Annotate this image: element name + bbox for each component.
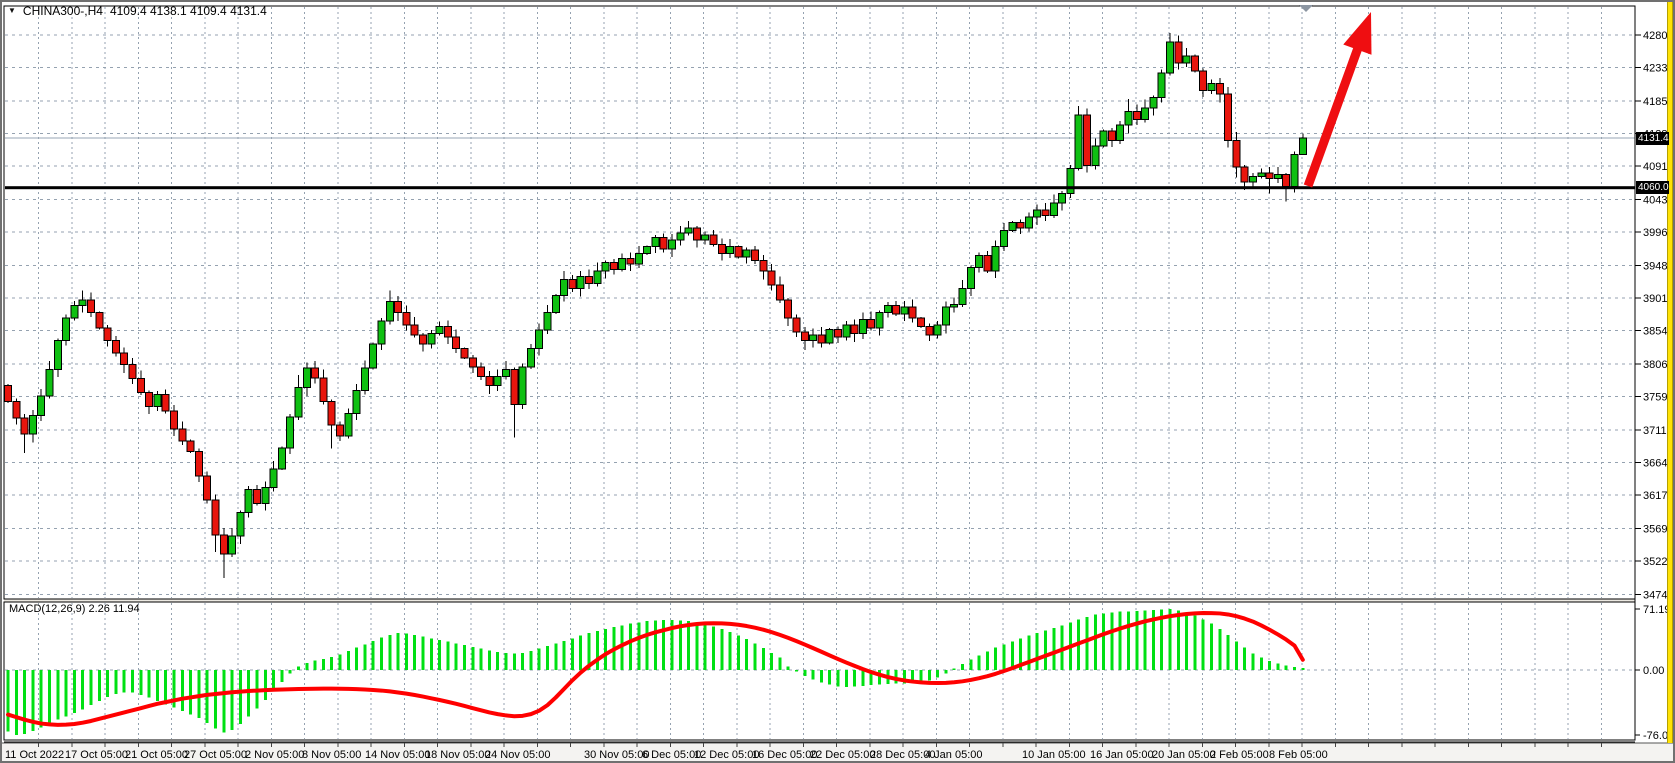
time-tick-label: 16 Jan 05:00 <box>1090 749 1154 761</box>
price-tick-label: 3711.0 <box>1643 425 1675 437</box>
hline-price-badge: 4060.0 <box>1636 181 1669 194</box>
time-tick-label: 18 Nov 05:00 <box>425 749 490 761</box>
price-tick-label: 3948.0 <box>1643 260 1675 272</box>
price-tick-label: 3806.0 <box>1643 359 1675 371</box>
chart-title: ▼ CHINA300-,H4 4109.4 4138.1 4109.4 4131… <box>8 4 267 18</box>
trend-arrow[interactable] <box>1303 12 1372 188</box>
price-tick-label: 4280.0 <box>1643 30 1675 42</box>
grid-lines <box>5 7 1635 739</box>
price-tick-label: 4233.0 <box>1643 63 1675 75</box>
macd-histogram <box>6 608 1305 736</box>
time-tick-label: 14 Nov 05:00 <box>365 749 430 761</box>
price-tick-label: 4043.0 <box>1643 195 1675 207</box>
time-tick-label: 21 Oct 05:00 <box>125 749 188 761</box>
price-tick-label: 3522.0 <box>1643 556 1675 568</box>
time-tick-label: 8 Nov 05:00 <box>302 749 361 761</box>
time-tick-label: 27 Oct 05:00 <box>184 749 247 761</box>
time-tick-label: 24 Nov 05:00 <box>485 749 550 761</box>
macd-indicator-label: MACD(12,26,9) 2.26 11.94 <box>9 603 140 615</box>
price-tick-label: 3569.0 <box>1643 524 1675 536</box>
time-tick-label: 17 Oct 05:00 <box>65 749 128 761</box>
price-scale[interactable]: 4280.04233.04185.04138.04091.04043.03996… <box>1634 6 1675 742</box>
time-tick-label: 2 Feb 05:00 <box>1210 749 1269 761</box>
price-tick-label: 3901.0 <box>1643 293 1675 305</box>
symbol-period-label: CHINA300-,H4 <box>22 4 103 18</box>
candles <box>4 32 1307 578</box>
yellow-scroll-strip <box>1667 2 1673 743</box>
current-price-badge: 4131.4 <box>1636 132 1669 145</box>
time-tick-label: 4 Jan 05:00 <box>925 749 983 761</box>
time-tick-label: 16 Dec 05:00 <box>752 749 817 761</box>
time-tick-label: 11 Oct 2022 <box>5 749 64 761</box>
price-tick-label: 3617.0 <box>1643 490 1675 502</box>
macd-tick-label: -76.05 <box>1643 730 1674 742</box>
time-tick-label: 20 Jan 05:00 <box>1152 749 1216 761</box>
time-tick-label: 22 Dec 05:00 <box>810 749 875 761</box>
price-tick-label: 4091.0 <box>1643 161 1675 173</box>
end-marker <box>1299 5 1313 12</box>
time-tick-label: 30 Nov 05:00 <box>584 749 649 761</box>
time-tick-label: 2 Nov 05:00 <box>245 749 304 761</box>
macd-tick-label: 0.00 <box>1643 665 1664 677</box>
macd-tick-label: 71.19 <box>1643 604 1671 616</box>
price-tick-label: 3474.0 <box>1643 589 1675 601</box>
price-tick-label: 3759.0 <box>1643 392 1675 404</box>
time-tick-label: 8 Feb 05:00 <box>1269 749 1328 761</box>
macd-signal-line <box>6 611 1305 727</box>
time-tick-label: 28 Dec 05:00 <box>870 749 935 761</box>
time-tick-label: 6 Dec 05:00 <box>642 749 701 761</box>
price-tick-label: 4185.0 <box>1643 96 1675 108</box>
price-tick-label: 3854.0 <box>1643 326 1675 338</box>
price-tick-label: 3996.0 <box>1643 227 1675 239</box>
price-tick-label: 3664.0 <box>1643 458 1675 470</box>
time-tick-label: 12 Dec 05:00 <box>694 749 759 761</box>
end-of-data-marker-icon <box>1299 5 1313 12</box>
panel-frames <box>3 5 1636 743</box>
ohlc-values-label: 4109.4 4138.1 4109.4 4131.4 <box>109 4 267 18</box>
symbol-dropdown-icon[interactable]: ▼ <box>8 6 16 15</box>
horizontal-line-4060[interactable] <box>5 186 1635 190</box>
time-tick-label: 10 Jan 05:00 <box>1022 749 1086 761</box>
